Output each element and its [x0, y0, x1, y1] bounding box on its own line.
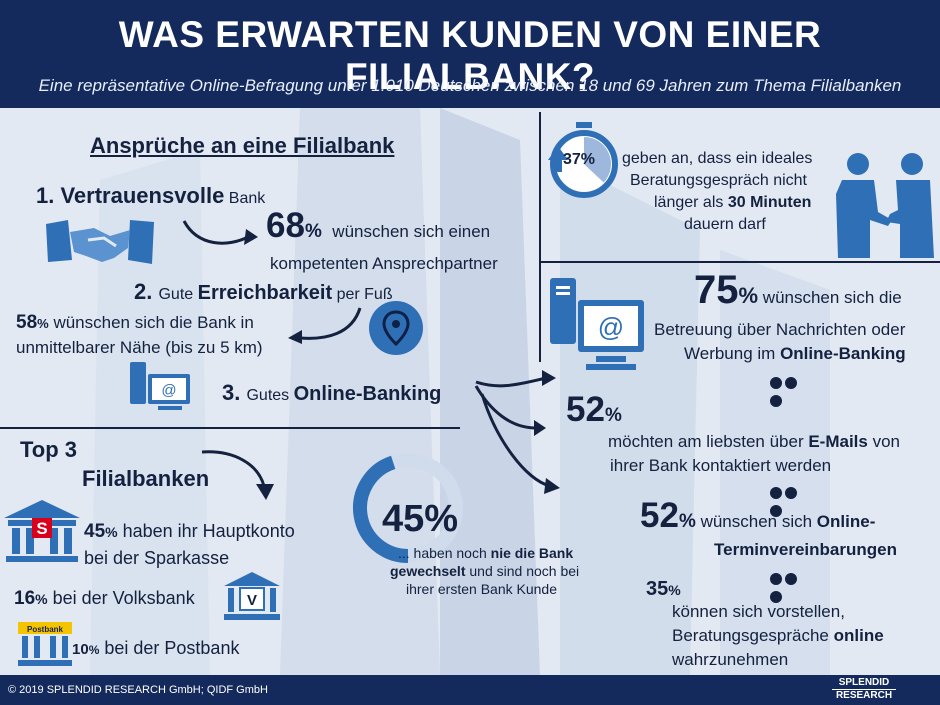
- stat-37-value: 37%: [563, 151, 596, 168]
- stat-37-line4: dauern darf: [684, 216, 766, 233]
- handshake-icon: [46, 220, 154, 264]
- arrow-to-58-icon: [288, 307, 362, 344]
- stat-37-line3: länger als 30 Minuten: [654, 194, 812, 211]
- postbank-icon: Postbank: [18, 622, 72, 666]
- stat-75: 75% wünschen sich die: [694, 268, 902, 312]
- svg-text:V: V: [247, 592, 257, 609]
- stat-52-email: 52%: [566, 390, 622, 429]
- item-reachability: 2. Gute Erreichbarkeit per Fuß: [134, 279, 393, 304]
- ring-45-line2: gewechselt und sind noch bei: [390, 563, 580, 579]
- stat-52-email-line1: möchten am liebsten über E-Mails von: [608, 432, 901, 451]
- postbank-logo-text: Postbank: [27, 625, 64, 634]
- page-subtitle: Eine repräsentative Online-Befragung unt…: [38, 76, 902, 95]
- computer-icon: @: [130, 362, 190, 410]
- ring-45-chart: [353, 453, 463, 563]
- page-title: WAS ERWARTEN KUNDEN VON EINER FILIALBANK…: [118, 14, 822, 97]
- stat-sparkasse-line2: bei der Sparkasse: [84, 548, 230, 568]
- arrow-top3-icon: [201, 450, 274, 500]
- stat-52-appointments-line2: Terminvereinbarungen: [714, 540, 897, 559]
- svg-text:@: @: [598, 312, 624, 342]
- stat-volksbank: 16% bei der Volksbank: [14, 588, 195, 609]
- stat-sparkasse: 45% haben ihr Hauptkonto: [84, 521, 295, 542]
- separator-dots: [770, 486, 814, 517]
- arrows-online-icon: [474, 370, 560, 494]
- footer: © 2019 SPLENDID RESEARCH GmbH; QIDF GmbH…: [0, 675, 940, 705]
- separator-dots: [770, 376, 814, 407]
- stat-35-line3: wahrzunehmen: [672, 650, 789, 669]
- top3-heading-2: Filialbanken: [82, 466, 210, 491]
- location-pin-icon: [369, 301, 423, 355]
- stopwatch-icon: [548, 122, 618, 198]
- arrow-to-68-icon: [182, 220, 258, 245]
- section-heading-claims: Ansprüche an eine Filialbank: [90, 133, 395, 158]
- stat-35: 35%: [646, 578, 681, 600]
- stat-postbank: 10% bei der Postbank: [72, 638, 240, 658]
- stat-37-line2: Beratungsgespräch nicht: [630, 172, 807, 189]
- stat-37-line1: geben an, dass ein ideales: [622, 150, 813, 167]
- stat-52-email-line2: ihrer Bank kontaktiert werden: [610, 456, 832, 475]
- header: WAS ERWARTEN KUNDEN VON EINER FILIALBANK…: [0, 0, 940, 108]
- stat-35-line1: können sich vorstellen,: [672, 602, 845, 621]
- ring-45-line1: ... haben noch nie die Bank: [398, 545, 574, 561]
- stat-68: 68% wünschen sich einen: [266, 206, 491, 245]
- ring-45-line3: ihrer ersten Bank Kunde: [406, 581, 557, 597]
- computer-email-icon: @: [550, 278, 644, 370]
- splendid-research-logo: SPLENDID RESEARCH: [826, 677, 902, 702]
- svg-text:S: S: [36, 519, 47, 538]
- consultation-people-icon: [836, 153, 934, 258]
- item-online-banking: 3. Gutes Online-Banking: [222, 380, 442, 405]
- ring-45-value: 45%: [382, 498, 459, 540]
- stat-75-line3: Werbung im Online-Banking: [684, 344, 906, 363]
- sparkasse-bank-icon: S: [4, 500, 80, 562]
- stat-75-line2: Betreuung über Nachrichten oder: [654, 320, 906, 339]
- stat-58: 58% wünschen sich die Bank in: [16, 312, 254, 333]
- volksbank-icon: V: [224, 572, 280, 620]
- stat-58-line2: unmittelbarer Nähe (bis zu 5 km): [16, 338, 263, 357]
- top3-heading: Top 3: [20, 437, 78, 462]
- stat-35-line2: Beratungsgespräche online: [672, 626, 884, 645]
- stat-68-line2: kompetenten Ansprechpartner: [270, 254, 498, 273]
- item-trustworthy: 1. Vertrauensvolle Bank: [36, 183, 266, 208]
- svg-text:@: @: [161, 382, 176, 399]
- copyright-text: © 2019 SPLENDID RESEARCH GmbH; QIDF GmbH: [8, 684, 268, 696]
- separator-dots: [770, 572, 814, 603]
- stat-52-appointments: 52% wünschen sich Online-: [640, 496, 876, 535]
